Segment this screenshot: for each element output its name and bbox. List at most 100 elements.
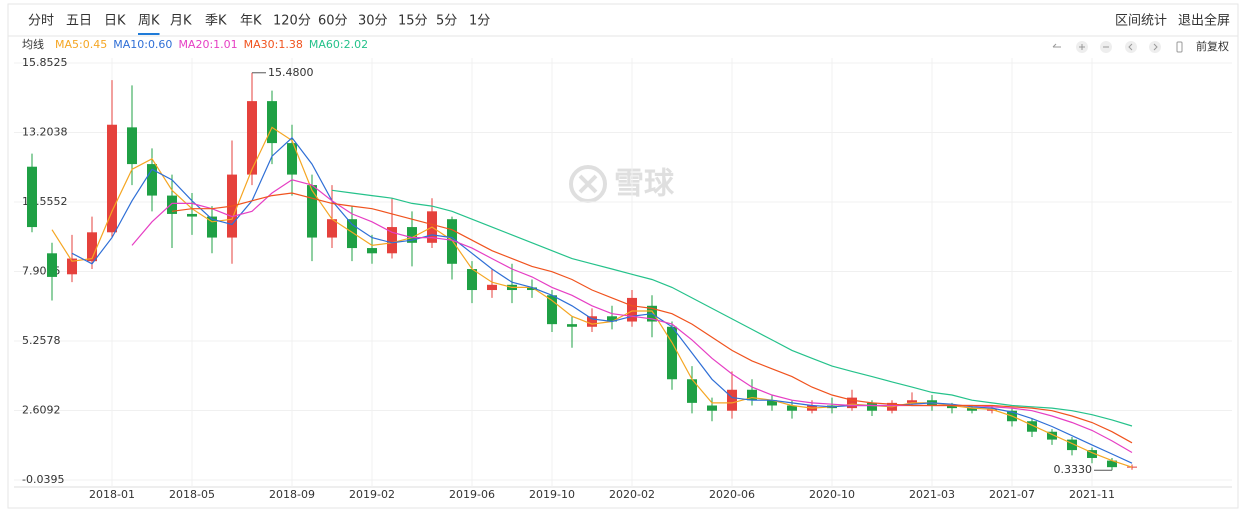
candle-body xyxy=(287,143,297,175)
y-tick-label: -0.0395 xyxy=(22,473,64,486)
candle-body xyxy=(607,316,617,322)
candle-body xyxy=(627,297,637,322)
candle-body xyxy=(1047,431,1057,440)
y-tick-label: 5.2578 xyxy=(22,334,61,347)
candle-body xyxy=(1087,450,1097,458)
tab[interactable]: 1分 xyxy=(469,14,490,29)
candle-body xyxy=(307,185,317,238)
tab[interactable]: 60分 xyxy=(318,14,348,29)
x-tick-label: 2018-05 xyxy=(169,488,215,501)
candle-body xyxy=(567,324,577,327)
x-tick-label: 2019-10 xyxy=(529,488,575,501)
watermark-logo-mark xyxy=(578,174,598,194)
candle-body xyxy=(547,295,557,325)
candle-body xyxy=(687,379,697,403)
x-tick-label: 2021-11 xyxy=(1069,488,1115,501)
tab[interactable]: 5分 xyxy=(436,14,457,29)
candle-body xyxy=(127,127,137,165)
x-tick-label: 2021-07 xyxy=(989,488,1035,501)
adjust-label[interactable]: 前复权 xyxy=(1196,39,1229,53)
low-label: 0.3330 xyxy=(1054,463,1093,476)
candle-body xyxy=(527,287,537,291)
candle-body xyxy=(747,389,757,401)
icon-right[interactable] xyxy=(1149,41,1161,53)
candle-body xyxy=(247,101,257,175)
icon-right-arrow xyxy=(1153,43,1158,51)
x-tick-label: 2019-02 xyxy=(349,488,395,501)
watermark-text: 雪球 xyxy=(614,167,675,202)
candle-body xyxy=(947,405,957,409)
candle-body xyxy=(847,397,857,409)
candle-body xyxy=(407,227,417,243)
candle-body xyxy=(727,389,737,411)
icon-left-arrow xyxy=(1128,43,1133,51)
candle-body xyxy=(447,219,457,264)
high-label: 15.4800 xyxy=(268,66,314,79)
candle-body xyxy=(867,402,877,411)
tab[interactable]: 季K xyxy=(205,14,227,29)
ma-line xyxy=(331,189,1133,427)
legend-entry: MA60:2.02 xyxy=(309,38,368,51)
candle-body xyxy=(787,405,797,411)
candle-body xyxy=(87,232,97,262)
tool-icons xyxy=(1052,41,1183,53)
candle-body xyxy=(907,400,917,403)
tab[interactable]: 120分 xyxy=(273,14,311,29)
candle-body xyxy=(167,195,177,214)
candle-body xyxy=(667,326,677,380)
candle-body xyxy=(327,219,337,238)
tab[interactable]: 日K xyxy=(104,14,126,29)
x-tick-label: 2020-10 xyxy=(809,488,855,501)
y-tick-label: 2.6092 xyxy=(22,403,61,416)
candle-body xyxy=(707,405,717,411)
candle-body xyxy=(47,253,57,277)
candle-body xyxy=(767,400,777,406)
x-tick-label: 2020-02 xyxy=(609,488,655,501)
toolbar-action[interactable]: 退出全屏 xyxy=(1178,13,1230,29)
toolbar-action[interactable]: 区间统计 xyxy=(1115,14,1167,29)
candle-body xyxy=(1027,421,1037,432)
tab[interactable]: 分时 xyxy=(28,14,54,29)
watermark: 雪球 xyxy=(569,165,675,203)
plot: 15.852513.203810.55527.90655.25782.6092-… xyxy=(14,56,1232,501)
candle-body xyxy=(367,248,377,254)
candle-body xyxy=(27,166,37,228)
x-tick-label: 2019-06 xyxy=(449,488,495,501)
y-tick-label: 13.2038 xyxy=(22,126,68,139)
x-tick-label: 2021-03 xyxy=(909,488,955,501)
candle-body xyxy=(1107,460,1117,468)
ma-line xyxy=(171,192,1133,444)
candle-body xyxy=(967,408,977,411)
tab[interactable]: 年K xyxy=(240,14,262,29)
icon-reset[interactable] xyxy=(1052,43,1061,48)
tab[interactable]: 30分 xyxy=(358,14,388,29)
legend-entry: MA5:0.45 xyxy=(55,38,107,51)
candle-body xyxy=(987,409,997,411)
candle-body xyxy=(467,269,477,291)
x-tick-label: 2018-01 xyxy=(89,488,135,501)
candle-body xyxy=(267,101,277,144)
ma-line xyxy=(71,136,1133,464)
tab[interactable]: 15分 xyxy=(398,14,428,29)
legend-entry: MA10:0.60 xyxy=(113,38,172,51)
x-tick-label: 2020-06 xyxy=(709,488,755,501)
icon-candle[interactable] xyxy=(1176,41,1183,53)
candle-body xyxy=(207,216,217,238)
tab[interactable]: 周K xyxy=(138,14,160,29)
icon-plus xyxy=(1079,44,1085,50)
candle-body xyxy=(107,124,117,233)
candle-body xyxy=(147,164,157,196)
tab[interactable]: 五日 xyxy=(66,14,92,29)
candle-body xyxy=(587,316,597,327)
y-tick-label: 15.8525 xyxy=(22,56,68,69)
tab[interactable]: 月K xyxy=(170,14,192,29)
candle-body xyxy=(487,284,497,291)
legend-entry: MA20:1.01 xyxy=(178,38,237,51)
x-tick-label: 2018-09 xyxy=(269,488,315,501)
watermark-logo xyxy=(569,165,607,203)
legend-entry: MA30:1.38 xyxy=(244,38,303,51)
ma-label: 均线 xyxy=(22,37,44,51)
candle-body xyxy=(67,258,77,275)
icon-left[interactable] xyxy=(1125,41,1137,53)
